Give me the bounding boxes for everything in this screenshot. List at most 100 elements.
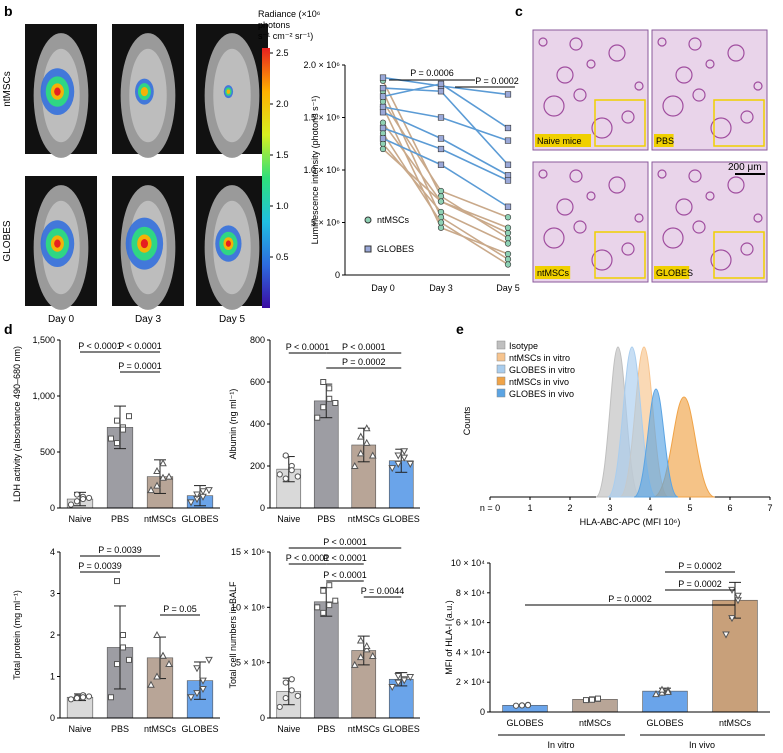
p-value: P < 0.0001 <box>323 553 367 563</box>
data-point <box>288 676 295 683</box>
p-value: P = 0.0039 <box>78 561 122 571</box>
data-point <box>512 702 520 709</box>
alveolus <box>569 169 583 183</box>
x-tick-label: PBS <box>111 724 129 734</box>
y-axis-label: Luminescence intensity (photons s⁻¹) <box>310 96 320 245</box>
data-point <box>504 224 512 231</box>
x-tick-label: ntMSCs <box>579 718 612 728</box>
data-point <box>165 660 173 668</box>
data-point <box>518 702 526 709</box>
y-tick-label: 0 <box>480 707 485 717</box>
alveolus <box>543 95 565 117</box>
y-tick-label: 2 × 10⁴ <box>456 677 485 687</box>
alveolus <box>727 44 745 62</box>
data-point <box>394 460 403 468</box>
alveolus <box>586 59 596 69</box>
data-point <box>437 224 445 231</box>
data-point <box>126 656 132 663</box>
y-tick-label: 0 <box>260 503 265 513</box>
histology-label: Naive mice <box>537 136 582 146</box>
data-point <box>437 145 445 153</box>
data-point <box>362 645 371 653</box>
legend-label: ntMSCs <box>377 215 410 225</box>
y-tick-label: 10 × 10⁴ <box>451 558 485 568</box>
x-tick-label: ntMSCs <box>719 718 752 728</box>
legend-swatch <box>496 340 506 350</box>
bar <box>313 601 339 719</box>
colorbar-tick-label: 1.5 <box>276 150 289 160</box>
data-point <box>193 690 201 698</box>
data-point <box>583 697 589 704</box>
data-point <box>153 481 161 489</box>
legend-label: GLOBES in vivo <box>509 389 574 399</box>
alveolus <box>556 198 574 216</box>
alveolus <box>692 88 706 102</box>
p-value: P = 0.0001 <box>118 361 162 371</box>
histology-label: ntMSCs <box>537 268 570 278</box>
x-tick-label: 1 <box>527 503 532 513</box>
legend-swatch <box>496 388 506 398</box>
y-tick-label: 800 <box>250 335 265 345</box>
bar <box>351 650 377 719</box>
data-point <box>356 653 365 661</box>
data-point <box>350 461 359 469</box>
x-tick-label: 5 <box>687 503 692 513</box>
p-value: P < 0.0001 <box>118 341 162 351</box>
series-line-ntMSCs <box>382 106 509 255</box>
p-value: P = 0.0044 <box>361 586 405 596</box>
colorbar-title: Radiance (×10⁶ <box>258 9 321 19</box>
data-point <box>504 172 512 179</box>
data-point <box>379 109 387 116</box>
bar <box>712 599 758 713</box>
data-point <box>356 449 365 457</box>
y-tick-label: 0 <box>260 713 265 723</box>
p-value: P = 0.0002 <box>608 594 652 604</box>
data-point <box>332 400 339 406</box>
data-point <box>153 672 161 680</box>
panel-letter-c: c <box>515 3 523 19</box>
histology-image <box>532 161 649 283</box>
data-point <box>734 592 742 600</box>
data-point <box>362 424 371 432</box>
data-point <box>388 465 397 473</box>
data-point <box>379 119 387 126</box>
alveolus <box>710 117 732 139</box>
histogram-GLOBES-in-vivo <box>633 388 679 498</box>
data-point <box>147 486 155 494</box>
alveolus <box>591 117 613 139</box>
data-point <box>379 124 387 132</box>
colorbar <box>262 48 270 308</box>
data-point <box>199 685 207 693</box>
histology-panel: Naive mice PBS ntMSCs GLOBES 200 μm <box>532 29 768 283</box>
alveolus <box>569 37 583 51</box>
x-tick-label: ntMSCs <box>348 724 381 734</box>
data-point <box>504 261 512 268</box>
data-point <box>406 674 415 682</box>
alveolus <box>538 169 548 179</box>
y-tick-label: 0 <box>50 713 55 723</box>
alveolus <box>573 220 587 234</box>
data-point <box>159 459 167 467</box>
data-point <box>437 208 445 216</box>
x-axis-label: HLA-ABC-APC (MFI 10⁶) <box>580 517 681 527</box>
data-point <box>437 187 445 195</box>
panel-letter-d: d <box>4 321 13 337</box>
p-value: P < 0.0001 <box>78 341 122 351</box>
series-line-ntMSCs <box>382 143 509 245</box>
y-tick-label: 1.0 × 10⁶ <box>304 165 341 175</box>
data-point <box>379 135 387 142</box>
colorbar-tick-label: 2.5 <box>276 48 289 58</box>
data-point <box>652 690 660 698</box>
y-tick-label: 10 × 10⁶ <box>231 602 265 612</box>
bar-chart-prot: 0 1 2 3 4 Total protein (mg ml⁻¹) Naive PBS ntMS… <box>12 545 220 734</box>
data-point <box>67 696 75 703</box>
data-point <box>282 475 289 482</box>
data-point <box>504 137 512 144</box>
data-point <box>320 609 327 616</box>
x-tick-label: 4 <box>647 503 652 513</box>
alveolus <box>634 81 644 91</box>
data-point <box>187 694 195 702</box>
alveolus <box>753 81 763 91</box>
data-point <box>504 91 512 98</box>
data-point <box>67 501 75 508</box>
